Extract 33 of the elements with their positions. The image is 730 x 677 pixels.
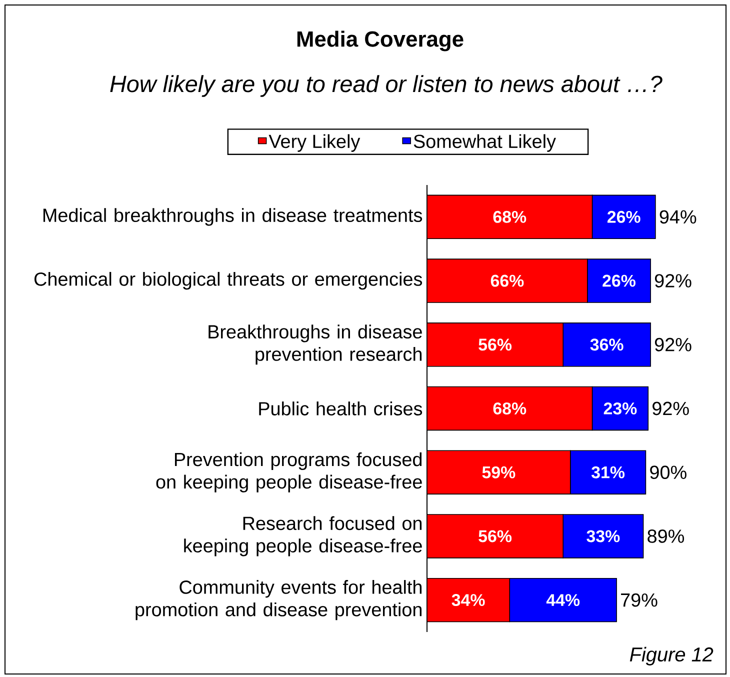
- data-label: 26%: [602, 274, 636, 287]
- total-label: 92%: [654, 274, 692, 288]
- total-label: 92%: [652, 402, 689, 416]
- data-label: 26%: [607, 210, 640, 223]
- chart-title: Media Coverage: [297, 30, 464, 52]
- data-label: 59%: [482, 466, 516, 478]
- legend-label: Somewhat Likely: [414, 134, 556, 152]
- data-label: 56%: [478, 338, 512, 351]
- data-label: 36%: [590, 338, 624, 351]
- y-tick-label: Breakthroughs in disease prevention research: [208, 324, 422, 365]
- data-label: 44%: [546, 594, 580, 606]
- legend-label: Very Likely: [268, 134, 360, 152]
- y-tick-label: Chemical or biological threats or emergencies: [34, 272, 422, 290]
- data-label: 34%: [452, 594, 485, 606]
- y-tick-label: Community events for health promotion and disease prevention: [136, 580, 422, 620]
- data-label: 31%: [591, 466, 625, 478]
- total-label: 79%: [621, 593, 658, 607]
- y-tick-label: Prevention programs focused on keeping people disease-free: [156, 452, 422, 492]
- y-tick-label: Research focused on keeping people disease-free: [184, 516, 422, 556]
- data-label: 33%: [586, 530, 620, 542]
- data-label: 68%: [493, 402, 526, 414]
- data-label: 68%: [493, 210, 526, 223]
- data-label: 66%: [490, 274, 524, 287]
- total-label: 92%: [654, 338, 692, 352]
- total-label: 90%: [650, 466, 686, 480]
- data-label: 23%: [604, 402, 637, 414]
- y-tick-label: Public health crises: [259, 402, 422, 416]
- total-label: 89%: [648, 529, 684, 543]
- total-label: 94%: [660, 210, 696, 224]
- chart-subtitle: How likely are you to read or listen to news about …?: [110, 75, 662, 97]
- y-tick-label: Medical breakthroughs in disease treatments: [43, 208, 422, 226]
- caption: Figure 12: [630, 646, 714, 666]
- data-label: 56%: [478, 530, 512, 542]
